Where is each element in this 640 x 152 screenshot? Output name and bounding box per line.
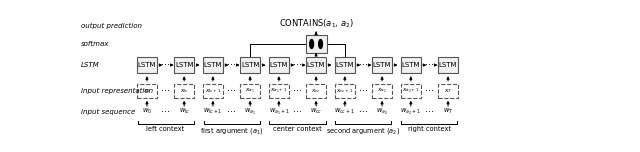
Circle shape	[310, 40, 314, 48]
Text: $x_{cc}$: $x_{cc}$	[311, 87, 321, 95]
Text: ···: ···	[425, 86, 434, 96]
FancyBboxPatch shape	[269, 57, 289, 73]
Text: $w_{a_1+1}$: $w_{a_1+1}$	[269, 107, 289, 117]
Text: ···: ···	[161, 107, 170, 117]
Circle shape	[319, 40, 323, 48]
Text: $x_{lc}$: $x_{lc}$	[180, 87, 189, 95]
Text: input sequence: input sequence	[81, 109, 135, 115]
Text: $w_0$: $w_0$	[142, 107, 152, 116]
Text: $w_{a_2+1}$: $w_{a_2+1}$	[401, 107, 421, 117]
FancyBboxPatch shape	[174, 84, 195, 98]
FancyBboxPatch shape	[137, 84, 157, 98]
Text: ···: ···	[293, 107, 302, 117]
Text: $x_{lc+1}$: $x_{lc+1}$	[205, 87, 221, 95]
Text: output prediction: output prediction	[81, 23, 142, 29]
Text: right context: right context	[408, 126, 451, 132]
Text: $x_{a_2}$: $x_{a_2}$	[377, 86, 387, 95]
Text: ···: ···	[293, 86, 302, 96]
Text: ···: ···	[293, 60, 302, 70]
Text: $w_T$: $w_T$	[443, 107, 453, 116]
Text: center context: center context	[273, 126, 322, 132]
Text: $x_{a_1+1}$: $x_{a_1+1}$	[270, 86, 287, 95]
Text: LSTM: LSTM	[81, 62, 100, 68]
Text: ···: ···	[227, 86, 236, 96]
Text: input representation: input representation	[81, 88, 153, 94]
FancyBboxPatch shape	[203, 84, 223, 98]
Text: LSTM: LSTM	[307, 62, 325, 68]
Text: $x_0$: $x_0$	[143, 87, 151, 95]
FancyBboxPatch shape	[137, 57, 157, 73]
Text: left context: left context	[147, 126, 184, 132]
FancyBboxPatch shape	[372, 57, 392, 73]
Text: LSTM: LSTM	[335, 62, 354, 68]
Text: $w_{a_1}$: $w_{a_1}$	[244, 107, 256, 117]
Text: $x_{a_2+1}$: $x_{a_2+1}$	[402, 86, 419, 95]
Text: $w_{cc+1}$: $w_{cc+1}$	[335, 107, 355, 116]
FancyBboxPatch shape	[306, 57, 326, 73]
Text: ···: ···	[161, 60, 170, 70]
Text: LSTM: LSTM	[269, 62, 288, 68]
Text: LSTM: LSTM	[439, 62, 458, 68]
Text: LSTM: LSTM	[373, 62, 391, 68]
Text: $w_{cc}$: $w_{cc}$	[310, 107, 323, 116]
Text: $w_{a_2}$: $w_{a_2}$	[376, 107, 388, 117]
FancyBboxPatch shape	[401, 84, 421, 98]
Text: ···: ···	[359, 60, 368, 70]
Text: ···: ···	[227, 60, 236, 70]
Text: LSTM: LSTM	[401, 62, 420, 68]
Text: ···: ···	[359, 107, 368, 117]
FancyBboxPatch shape	[306, 84, 326, 98]
Text: second argument ($a_2$): second argument ($a_2$)	[326, 126, 401, 136]
FancyBboxPatch shape	[335, 57, 355, 73]
Text: $x_{a_1}$: $x_{a_1}$	[245, 86, 255, 95]
FancyBboxPatch shape	[401, 57, 421, 73]
Text: ···: ···	[359, 86, 368, 96]
Text: ···: ···	[227, 107, 236, 117]
Text: $x_T$: $x_T$	[444, 87, 452, 95]
FancyBboxPatch shape	[438, 84, 458, 98]
Text: softmax: softmax	[81, 41, 109, 47]
Text: ···: ···	[425, 107, 434, 117]
FancyBboxPatch shape	[372, 84, 392, 98]
Text: first argument ($a_1$): first argument ($a_1$)	[200, 126, 263, 136]
Text: LSTM: LSTM	[175, 62, 193, 68]
Text: LSTM: LSTM	[241, 62, 259, 68]
Text: CONTAINS($a_1$, $a_2$): CONTAINS($a_1$, $a_2$)	[278, 18, 353, 30]
FancyBboxPatch shape	[335, 84, 355, 98]
Text: $x_{cc+1}$: $x_{cc+1}$	[336, 87, 353, 95]
FancyBboxPatch shape	[269, 84, 289, 98]
FancyBboxPatch shape	[306, 35, 326, 53]
FancyBboxPatch shape	[240, 84, 260, 98]
FancyBboxPatch shape	[240, 57, 260, 73]
FancyBboxPatch shape	[438, 57, 458, 73]
FancyBboxPatch shape	[174, 57, 195, 73]
Text: ···: ···	[161, 86, 170, 96]
Text: $w_{lc}$: $w_{lc}$	[179, 107, 189, 116]
Text: LSTM: LSTM	[138, 62, 156, 68]
Text: $w_{lc+1}$: $w_{lc+1}$	[203, 107, 223, 116]
FancyBboxPatch shape	[203, 57, 223, 73]
Text: LSTM: LSTM	[204, 62, 222, 68]
Text: ···: ···	[425, 60, 434, 70]
